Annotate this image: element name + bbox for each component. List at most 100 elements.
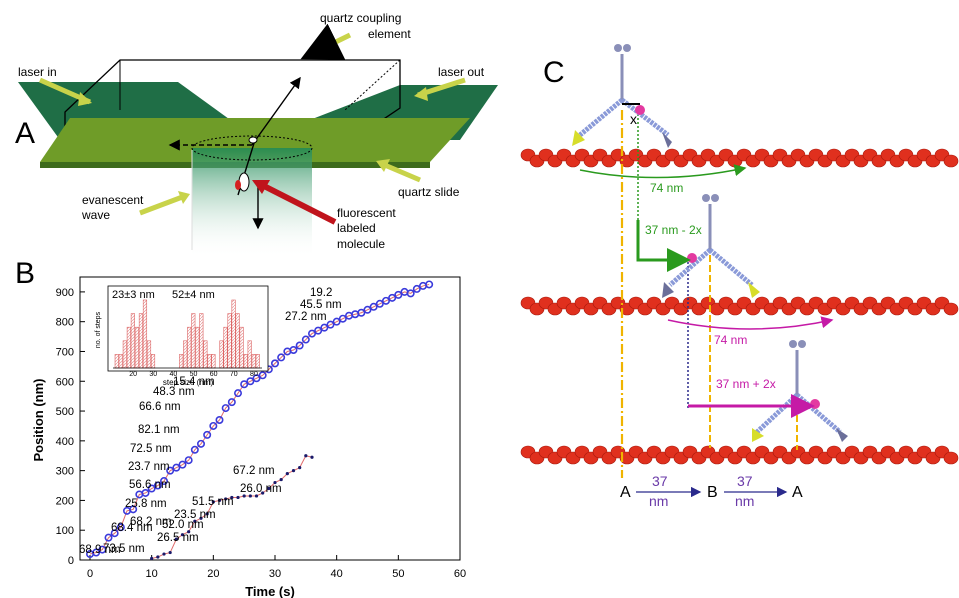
inset-bar	[219, 340, 224, 369]
seq-A2: A	[792, 484, 803, 501]
seq-nm-1: nm	[649, 493, 668, 509]
y-tick-label: 500	[56, 406, 74, 418]
inset-tick-label: 60	[210, 371, 218, 378]
data-point	[197, 439, 206, 448]
label-element: element	[368, 27, 411, 41]
x-tick-label: 50	[392, 568, 404, 580]
inset-bar	[207, 354, 212, 369]
label-fluorescent: fluorescent	[337, 206, 396, 220]
label-x: x	[630, 111, 637, 127]
data-point	[236, 495, 240, 500]
inset-bar	[134, 326, 139, 369]
step-label: 68.9 nm	[79, 544, 121, 556]
data-point	[147, 484, 156, 493]
data-point	[172, 463, 181, 472]
plot-axes: 0 10 20 30 40 50 60010020030040050060070080090…	[56, 287, 466, 580]
step-label: 68.2 nm	[130, 516, 172, 528]
panel-a-letter: A	[15, 117, 35, 150]
arrow-fluorescent	[260, 182, 337, 225]
data-point	[110, 529, 119, 538]
step-label: 66.6 nm	[139, 401, 181, 413]
x-axis-label: Time (s)	[245, 584, 295, 598]
data-point	[184, 456, 193, 465]
inset-bar	[243, 354, 248, 369]
data-point	[215, 415, 224, 424]
step-label: 51.5 nm	[192, 496, 234, 508]
y-tick-label: 900	[56, 287, 74, 299]
actin-bead	[943, 302, 959, 316]
data-point	[234, 389, 243, 398]
data-point	[92, 548, 101, 557]
inset-bar	[195, 326, 200, 369]
inset-bar	[231, 299, 236, 369]
step-label: 26.0 nm	[240, 483, 282, 495]
data-point	[246, 377, 255, 386]
data-point	[205, 512, 209, 516]
data-point	[412, 284, 421, 293]
data-point	[285, 472, 289, 476]
data-point	[252, 374, 261, 383]
y-tick-label: 0	[68, 555, 74, 567]
panel-c: C	[520, 44, 959, 509]
step-label: 67.2 nm	[233, 465, 275, 477]
data-point	[295, 341, 304, 350]
data-point	[298, 466, 302, 470]
data-point	[174, 537, 178, 541]
inset-tick-label: 80	[250, 371, 258, 378]
inset-bar	[211, 354, 216, 369]
panel-b: B 0 10 20 30 40 50 600100200300400500600700800…	[15, 257, 466, 598]
panel-c-letter: C	[543, 56, 565, 89]
data-point	[248, 494, 252, 498]
data-point	[227, 398, 236, 407]
inset-tick-label: 20	[129, 371, 137, 378]
data-point	[310, 455, 314, 459]
x-tick-label: 30	[269, 568, 281, 580]
inset-tick-label: 30	[149, 371, 157, 378]
data-point	[279, 477, 283, 482]
actin-filaments	[520, 148, 959, 465]
inset-bar	[199, 313, 204, 369]
step-label: 52.0 nm	[162, 519, 204, 531]
data-point	[217, 498, 222, 503]
seq-37-2: 37	[737, 473, 753, 489]
data-point	[156, 555, 160, 559]
arrow-evanescent	[139, 193, 186, 216]
label-quartz-slide: quartz slide	[398, 185, 460, 199]
seq-37-1: 37	[652, 473, 668, 489]
inset-bar	[122, 340, 127, 369]
data-point	[332, 317, 341, 326]
data-point	[326, 320, 335, 329]
y-tick-label: 700	[56, 346, 74, 358]
data-point	[304, 454, 308, 458]
inset-bar	[179, 354, 184, 369]
data-point	[261, 491, 265, 495]
data-point	[242, 494, 246, 498]
data-point	[150, 556, 154, 561]
y-tick-label: 400	[56, 436, 74, 448]
data-point	[388, 293, 397, 302]
data-point	[141, 488, 150, 497]
myosin-motor-2	[662, 194, 760, 298]
data-point	[211, 500, 215, 504]
y-tick-label: 300	[56, 466, 74, 478]
label-quartz-coupling: quartz coupling	[320, 11, 401, 25]
data-point	[267, 486, 271, 491]
data-point	[104, 533, 113, 542]
x-tick-label: 10	[146, 568, 158, 580]
label-wave: wave	[81, 208, 110, 222]
arrow-74nm-magenta	[667, 316, 834, 330]
data-point	[369, 302, 378, 311]
inset-bar	[191, 313, 196, 369]
inset-x-label: step size (nm)	[163, 378, 214, 387]
seq-B: B	[707, 484, 718, 501]
inset-y-label: no. of steps	[95, 311, 102, 348]
seq-A1: A	[620, 484, 631, 501]
data-point	[425, 280, 434, 289]
data-point	[273, 480, 277, 485]
arrow-74nm-green	[579, 164, 747, 179]
panel-a: A	[15, 11, 498, 258]
data-point	[116, 523, 125, 532]
inset-peak-label-2: 52±4 nm	[172, 289, 215, 301]
label-74nm-1: 74 nm	[650, 181, 683, 195]
myosin-motor-1	[572, 44, 672, 148]
